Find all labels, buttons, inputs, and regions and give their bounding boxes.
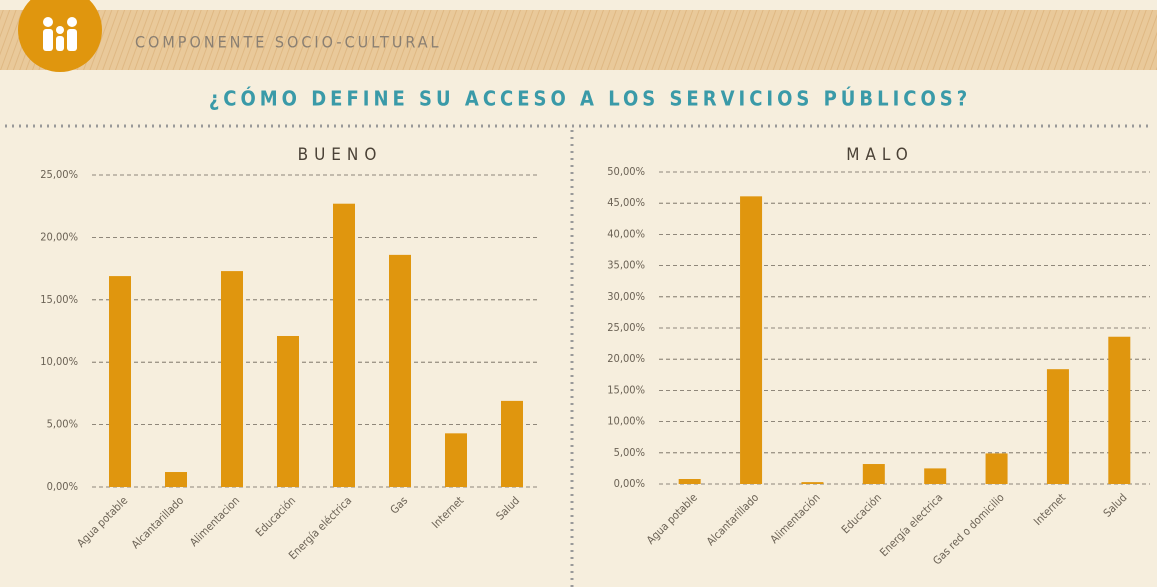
x-tick-label: Gas [388, 494, 411, 517]
y-tick-label: 40,00% [607, 227, 645, 240]
y-tick-label: 15,00% [607, 383, 645, 396]
bar [333, 203, 355, 488]
bar [924, 468, 947, 484]
x-tick-label: Educación [839, 491, 884, 536]
y-tick-label: 0,00% [614, 477, 645, 490]
chart-title: MALO [846, 145, 914, 165]
x-tick-label: Salud [493, 494, 522, 523]
y-tick-label: 10,00% [607, 415, 645, 428]
x-tick-label: Alcantarillado [704, 491, 761, 548]
bar [801, 482, 824, 484]
x-tick-label: Salud [1101, 491, 1130, 520]
bar [445, 433, 467, 487]
bar [740, 196, 763, 484]
x-tick-label: Agua potable [644, 491, 700, 547]
bar [862, 464, 885, 484]
chart-title: BUENO [298, 145, 383, 165]
y-tick-label: 10,00% [40, 355, 78, 368]
bar [985, 453, 1008, 484]
x-tick-label: Internet [1031, 491, 1068, 528]
y-tick-label: 5,00% [614, 446, 645, 459]
section-title: COMPONENTE SOCIO-CULTURAL [135, 33, 442, 52]
x-tick-label: Alimentacion [187, 494, 242, 549]
bar [109, 276, 131, 487]
header-band [0, 10, 1157, 70]
y-tick-label: 50,00% [607, 165, 645, 178]
bar [1108, 336, 1131, 484]
y-tick-label: 5,00% [47, 418, 78, 431]
x-tick-label: Energía electrica [877, 491, 945, 559]
y-tick-label: 20,00% [607, 352, 645, 365]
bar [165, 472, 187, 487]
bar [501, 400, 523, 487]
x-tick-label: Educación [253, 494, 298, 539]
y-tick-label: 25,00% [40, 168, 78, 181]
icon-figures [43, 17, 77, 51]
x-tick-label: Internet [429, 494, 466, 531]
bar [1046, 369, 1069, 484]
y-tick-label: 45,00% [607, 196, 645, 209]
bar [389, 254, 411, 487]
question: ¿CÓMO DEFINE SU ACCESO A LOS SERVICIOS P… [209, 87, 971, 111]
header-icon [18, 0, 102, 72]
y-tick-label: 35,00% [607, 259, 645, 272]
x-tick-label: Alimentación [768, 491, 823, 546]
y-tick-label: 25,00% [607, 321, 645, 334]
bar [277, 335, 299, 487]
x-tick-label: Alcantarillado [129, 494, 186, 551]
bar [678, 479, 701, 484]
y-tick-label: 30,00% [607, 290, 645, 303]
bar [221, 271, 243, 487]
y-tick-label: 0,00% [47, 480, 78, 493]
y-tick-label: 15,00% [40, 293, 78, 306]
y-tick-label: 20,00% [40, 230, 78, 243]
x-tick-label: Agua potable [74, 494, 130, 550]
